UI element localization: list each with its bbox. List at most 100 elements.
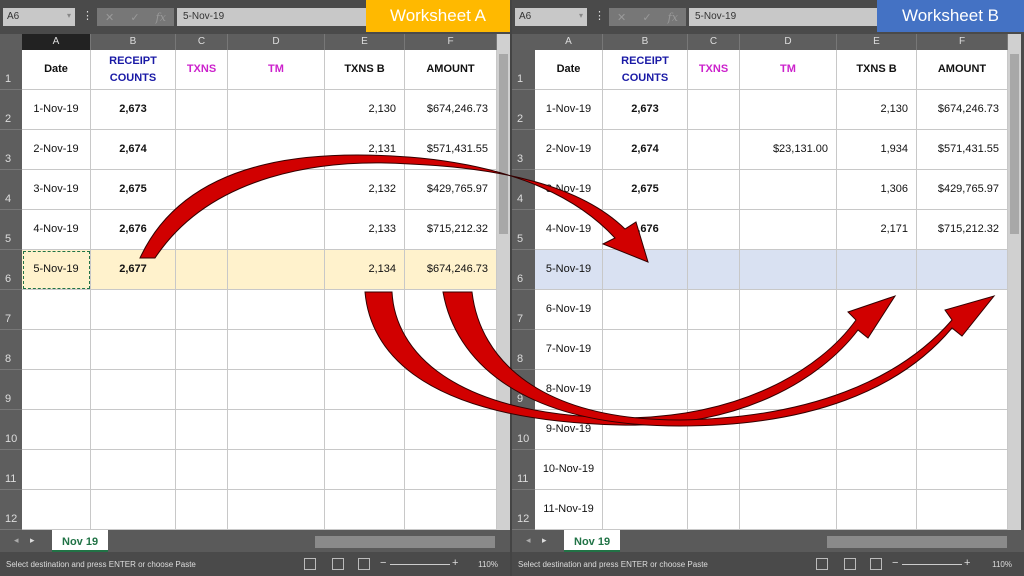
cell-F11[interactable] xyxy=(405,450,497,490)
row-header-8[interactable]: 8 xyxy=(0,330,22,370)
column-header-B[interactable]: B xyxy=(603,34,688,50)
cell-E12[interactable] xyxy=(837,490,917,530)
row-header-12[interactable]: 12 xyxy=(512,490,535,530)
header-cell-D[interactable]: TM xyxy=(740,50,837,90)
cell-F2[interactable]: $674,246.73 xyxy=(917,90,1008,130)
cell-C7[interactable] xyxy=(688,290,740,330)
row-header-3[interactable]: 3 xyxy=(0,130,22,170)
column-header-E[interactable]: E xyxy=(837,34,917,50)
row-header-12[interactable]: 12 xyxy=(0,490,22,530)
row-header-1[interactable]: 1 xyxy=(0,50,22,90)
cell-B2[interactable]: 2,673 xyxy=(603,90,688,130)
cell-E6[interactable] xyxy=(837,250,917,290)
select-all-corner[interactable] xyxy=(512,34,535,50)
cell-A4[interactable]: 3-Nov-19 xyxy=(535,170,603,210)
cell-C5[interactable] xyxy=(688,210,740,250)
row-header-5[interactable]: 5 xyxy=(0,210,22,250)
cell-A8[interactable] xyxy=(22,330,91,370)
row-header-1[interactable]: 1 xyxy=(512,50,535,90)
cell-F10[interactable] xyxy=(405,410,497,450)
cell-A9[interactable] xyxy=(22,370,91,410)
row-header-2[interactable]: 2 xyxy=(0,90,22,130)
cell-C3[interactable] xyxy=(688,130,740,170)
cell-A2[interactable]: 1-Nov-19 xyxy=(535,90,603,130)
cell-B2[interactable]: 2,673 xyxy=(91,90,176,130)
cell-E2[interactable]: 2,130 xyxy=(837,90,917,130)
cell-A10[interactable]: 9-Nov-19 xyxy=(535,410,603,450)
cell-A10[interactable] xyxy=(22,410,91,450)
cell-B3[interactable]: 2,674 xyxy=(91,130,176,170)
column-header-F[interactable]: F xyxy=(917,34,1008,50)
zoom-in-icon[interactable]: + xyxy=(964,557,971,569)
cell-D5[interactable] xyxy=(228,210,325,250)
zoom-level[interactable]: 110% xyxy=(478,560,498,569)
column-header-A[interactable]: A xyxy=(22,34,91,50)
cell-A7[interactable]: 6-Nov-19 xyxy=(535,290,603,330)
cell-A7[interactable] xyxy=(22,290,91,330)
cell-E12[interactable] xyxy=(325,490,405,530)
cell-F5[interactable]: $715,212.32 xyxy=(917,210,1008,250)
cell-B12[interactable] xyxy=(603,490,688,530)
header-cell-A[interactable]: Date xyxy=(22,50,91,90)
cell-A6[interactable]: 5-Nov-19 xyxy=(22,250,91,290)
formula-bar[interactable]: 5-Nov-19 xyxy=(177,8,367,26)
row-header-11[interactable]: 11 xyxy=(512,450,535,490)
cell-F6[interactable] xyxy=(917,250,1008,290)
column-header-B[interactable]: B xyxy=(91,34,176,50)
cell-C4[interactable] xyxy=(688,170,740,210)
tab-scroll-left-icon[interactable]: ◂ xyxy=(14,535,19,545)
cell-D12[interactable] xyxy=(228,490,325,530)
column-header-F[interactable]: F xyxy=(405,34,497,50)
cell-E2[interactable]: 2,130 xyxy=(325,90,405,130)
cell-A11[interactable] xyxy=(22,450,91,490)
tab-scroll-right-icon[interactable]: ▸ xyxy=(542,535,547,545)
page-break-preview-icon[interactable] xyxy=(358,558,370,570)
zoom-in-icon[interactable]: + xyxy=(452,557,459,569)
cell-F3[interactable]: $571,431.55 xyxy=(917,130,1008,170)
cell-F12[interactable] xyxy=(405,490,497,530)
cell-C2[interactable] xyxy=(688,90,740,130)
name-box[interactable]: A6 xyxy=(3,8,75,26)
cell-B7[interactable] xyxy=(603,290,688,330)
header-cell-F[interactable]: AMOUNT xyxy=(917,50,1008,90)
row-header-7[interactable]: 7 xyxy=(512,290,535,330)
cell-A8[interactable]: 7-Nov-19 xyxy=(535,330,603,370)
cell-E5[interactable]: 2,133 xyxy=(325,210,405,250)
cell-F10[interactable] xyxy=(917,410,1008,450)
cell-A6[interactable]: 5-Nov-19 xyxy=(535,250,603,290)
sheet-tab-nov-19[interactable]: Nov 19 xyxy=(564,530,621,552)
zoom-out-icon[interactable]: − xyxy=(380,557,387,569)
cell-F12[interactable] xyxy=(917,490,1008,530)
cell-C9[interactable] xyxy=(176,370,228,410)
cell-A12[interactable]: 11-Nov-19 xyxy=(535,490,603,530)
cell-F6[interactable]: $674,246.73 xyxy=(405,250,497,290)
more-options-icon[interactable]: ⋮ xyxy=(594,10,605,22)
cell-B9[interactable] xyxy=(603,370,688,410)
cell-D11[interactable] xyxy=(740,450,837,490)
cancel-icon[interactable]: ✕ xyxy=(617,11,627,24)
cell-B11[interactable] xyxy=(603,450,688,490)
cell-B3[interactable]: 2,674 xyxy=(603,130,688,170)
cell-D8[interactable] xyxy=(228,330,325,370)
page-break-preview-icon[interactable] xyxy=(870,558,882,570)
cell-A3[interactable]: 2-Nov-19 xyxy=(535,130,603,170)
enter-icon[interactable]: ✓ xyxy=(642,11,652,24)
cell-B4[interactable]: 2,675 xyxy=(91,170,176,210)
cell-C9[interactable] xyxy=(688,370,740,410)
header-cell-B[interactable]: RECEIPT COUNTS xyxy=(603,50,688,90)
header-cell-E[interactable]: TXNS B xyxy=(837,50,917,90)
header-cell-E[interactable]: TXNS B xyxy=(325,50,405,90)
header-cell-B[interactable]: RECEIPT COUNTS xyxy=(91,50,176,90)
row-header-10[interactable]: 10 xyxy=(0,410,22,450)
cell-E10[interactable] xyxy=(837,410,917,450)
cell-B9[interactable] xyxy=(91,370,176,410)
normal-view-icon[interactable] xyxy=(304,558,316,570)
horizontal-scrollbar[interactable] xyxy=(315,536,495,548)
cell-D2[interactable] xyxy=(740,90,837,130)
cancel-icon[interactable]: ✕ xyxy=(105,11,115,24)
cell-A3[interactable]: 2-Nov-19 xyxy=(22,130,91,170)
cell-E10[interactable] xyxy=(325,410,405,450)
more-options-icon[interactable]: ⋮ xyxy=(82,10,93,22)
column-header-A[interactable]: A xyxy=(535,34,603,50)
name-box[interactable]: A6 xyxy=(515,8,587,26)
